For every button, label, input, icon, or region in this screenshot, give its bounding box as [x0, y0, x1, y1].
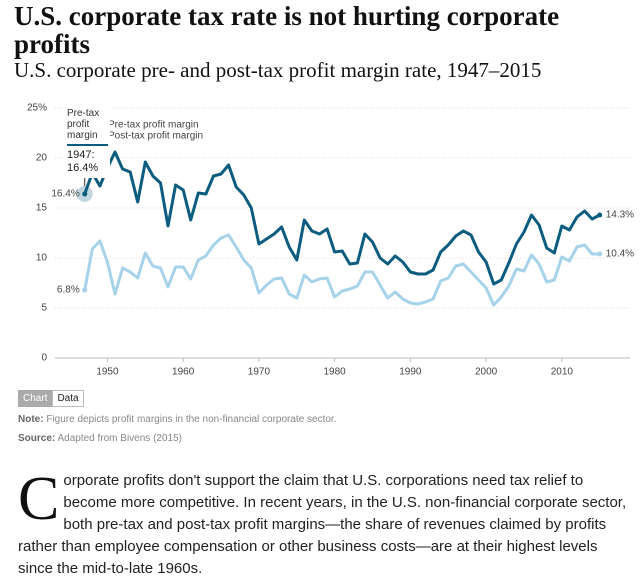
end-dot	[597, 212, 603, 218]
tooltip-value: 16.4%	[67, 162, 99, 174]
x-tick-label: 1950	[96, 367, 119, 378]
tooltip: Pre-tax profit margin 1947: 16.4%	[62, 104, 110, 178]
y-tick-label: 0	[41, 353, 47, 364]
view-toggle: Chart Data	[18, 390, 84, 407]
tooltip-label: 1947:	[67, 149, 95, 161]
value-label: 10.4%	[606, 249, 634, 260]
end-dot	[82, 287, 88, 293]
x-tick-label: 1960	[172, 367, 195, 378]
chart-title: U.S. corporate tax rate is not hurting c…	[14, 1, 560, 59]
y-tick-label: 25%	[27, 103, 47, 114]
x-tick-label: 1970	[248, 367, 271, 378]
end-dot	[82, 191, 88, 197]
source-label: Source:	[18, 433, 56, 444]
x-tick-label: 2010	[551, 367, 574, 378]
value-label: 6.8%	[57, 285, 80, 296]
note-text: Figure depicts profit margins in the non…	[46, 414, 337, 425]
x-tick-label: 1980	[324, 367, 347, 378]
source: Source: Adapted from Bivens (2015)	[18, 433, 182, 444]
source-text: Adapted from Bivens (2015)	[57, 433, 182, 444]
y-tick-label: 5	[41, 303, 47, 314]
legend-label: Pre-tax profit margin	[108, 120, 199, 131]
y-tick-label: 10	[36, 253, 48, 264]
x-tick-label: 2000	[475, 367, 498, 378]
legend-label: Post-tax profit margin	[108, 131, 203, 142]
chart-button[interactable]: Chart	[18, 390, 53, 407]
y-tick-label: 15	[36, 203, 48, 214]
y-tick-label: 20	[36, 153, 48, 164]
chart-subtitle: U.S. corporate pre- and post-tax profit …	[14, 58, 542, 82]
drop-cap: C	[18, 465, 60, 533]
value-label: 14.3%	[606, 210, 634, 221]
note: Note: Figure depicts profit margins in t…	[18, 414, 337, 425]
chart: 0 5 10 15 20 25% 1950 1960 1970 1980 1990 2000 2010 P…	[27, 103, 634, 378]
series-line	[83, 150, 601, 286]
note-label: Note:	[18, 414, 44, 425]
paragraph-text: orporate profits don't support the claim…	[18, 472, 627, 577]
end-dot	[597, 251, 603, 257]
series-line	[83, 233, 600, 307]
data-button[interactable]: Data	[52, 390, 84, 407]
x-tick-label: 1990	[399, 367, 422, 378]
hover-halo	[76, 186, 93, 202]
value-label: 16.4%	[51, 189, 79, 200]
tooltip-series: Pre-tax profit margin	[67, 108, 108, 146]
